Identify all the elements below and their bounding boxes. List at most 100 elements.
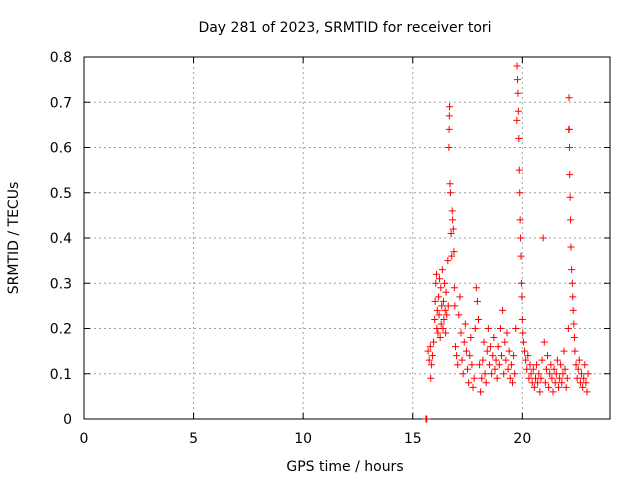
data-point <box>568 266 576 274</box>
data-point <box>565 144 573 151</box>
data-point <box>433 325 441 332</box>
data-point <box>551 379 559 387</box>
data-point <box>571 347 579 355</box>
data-point <box>538 356 546 364</box>
data-point <box>544 352 552 360</box>
data-point <box>435 311 443 319</box>
data-point <box>506 374 514 382</box>
data-point <box>584 370 592 378</box>
data-point <box>431 315 439 323</box>
data-point <box>507 361 515 369</box>
data-point <box>448 207 456 215</box>
data-point <box>431 297 439 305</box>
data-point <box>459 370 467 378</box>
data-point <box>458 356 466 364</box>
y-axis-label: SRMTID / TECUs <box>6 182 22 295</box>
data-point <box>439 325 447 332</box>
data-point <box>480 338 488 346</box>
data-point <box>473 297 481 305</box>
data-point <box>462 347 470 355</box>
data-point <box>437 284 445 292</box>
data-point <box>471 325 479 332</box>
data-point <box>527 370 535 378</box>
data-point <box>556 374 564 382</box>
data-point <box>434 329 442 337</box>
data-point <box>524 352 532 360</box>
data-point <box>566 193 574 201</box>
data-point <box>564 325 572 332</box>
data-point <box>514 107 522 115</box>
data-point <box>508 379 516 387</box>
data-point <box>439 297 447 305</box>
data-point <box>449 225 457 233</box>
data-point <box>448 252 456 260</box>
data-point <box>511 370 519 378</box>
data-point <box>427 374 435 382</box>
data-point <box>457 329 465 337</box>
data-point <box>553 356 561 364</box>
data-point <box>444 257 452 265</box>
data-point <box>526 361 534 369</box>
data-point <box>492 356 500 364</box>
data-point <box>566 171 574 179</box>
data-point <box>435 275 443 283</box>
data-point <box>442 288 450 296</box>
data-point <box>513 62 521 70</box>
data-series-srmtid <box>422 62 592 423</box>
data-point <box>583 388 591 396</box>
data-point <box>450 248 458 256</box>
data-point <box>491 365 499 373</box>
data-point <box>430 338 438 346</box>
data-point <box>500 370 508 378</box>
data-point <box>465 379 473 387</box>
data-point <box>456 293 464 301</box>
data-point <box>432 270 440 278</box>
data-point <box>483 347 491 355</box>
data-point <box>482 379 490 387</box>
data-point <box>484 325 492 332</box>
data-point <box>516 216 524 224</box>
data-point <box>535 370 543 378</box>
data-point <box>517 234 525 242</box>
data-point <box>472 284 480 292</box>
data-point <box>454 361 462 369</box>
data-point <box>498 352 506 360</box>
data-point <box>467 334 475 342</box>
data-point <box>470 374 478 382</box>
data-point <box>466 352 474 360</box>
data-point <box>580 374 588 382</box>
data-point <box>475 315 482 323</box>
data-point <box>426 343 434 351</box>
data-point <box>534 379 542 387</box>
data-point <box>464 365 472 373</box>
data-point <box>436 334 444 342</box>
data-point <box>522 356 530 364</box>
data-point <box>445 112 453 120</box>
data-point <box>451 302 459 310</box>
data-point <box>569 306 577 314</box>
data-point <box>450 284 458 292</box>
data-point <box>490 334 498 342</box>
data-point <box>494 343 502 351</box>
data-point <box>489 352 497 360</box>
data-point <box>512 325 520 332</box>
data-point <box>501 338 509 346</box>
data-point <box>550 365 558 373</box>
data-point <box>510 352 518 360</box>
data-point <box>559 370 567 378</box>
data-point <box>552 370 560 378</box>
data-point <box>523 365 531 373</box>
data-point <box>568 279 576 287</box>
data-point <box>519 338 527 346</box>
data-point <box>539 234 547 242</box>
data-point <box>423 415 431 423</box>
data-point <box>496 325 504 332</box>
data-point <box>578 370 586 378</box>
data-point <box>521 347 529 355</box>
y-tick-label: 0.3 <box>50 276 72 292</box>
data-point <box>441 279 449 287</box>
data-point <box>570 320 578 328</box>
data-point <box>542 365 550 373</box>
data-point <box>451 343 459 351</box>
